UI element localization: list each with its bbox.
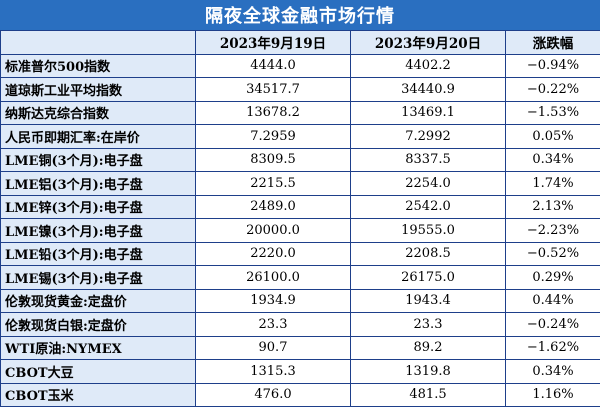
row-change: 1.74% [506, 172, 600, 196]
row-value-day1: 26100.0 [196, 266, 351, 290]
row-value-day2: 1943.4 [351, 289, 506, 313]
row-value-day1: 1315.3 [196, 360, 351, 384]
row-name: LME铜(3个月):电子盘 [1, 148, 196, 172]
row-change: 0.44% [506, 289, 600, 313]
row-change: 1.16% [506, 383, 600, 407]
row-change: −1.62% [506, 336, 600, 360]
row-value-day2: 13469.1 [351, 101, 506, 125]
row-name: LME铅(3个月):电子盘 [1, 242, 196, 266]
row-value-day2: 26175.0 [351, 266, 506, 290]
row-change: −0.22% [506, 78, 600, 102]
row-change: −0.24% [506, 313, 600, 337]
row-change: 0.29% [506, 266, 600, 290]
row-value-day1: 4444.0 [196, 54, 351, 78]
row-value-day1: 2215.5 [196, 172, 351, 196]
row-value-day1: 1934.9 [196, 289, 351, 313]
row-change: 2.13% [506, 195, 600, 219]
row-name: LME铝(3个月):电子盘 [1, 172, 196, 196]
row-value-day1: 2489.0 [196, 195, 351, 219]
header-name [1, 31, 196, 55]
row-value-day2: 89.2 [351, 336, 506, 360]
row-value-day2: 2542.0 [351, 195, 506, 219]
row-name: CBOT玉米 [1, 383, 196, 407]
row-value-day1: 2220.0 [196, 242, 351, 266]
row-value-day2: 19555.0 [351, 219, 506, 243]
row-value-day1: 34517.7 [196, 78, 351, 102]
row-change: −2.23% [506, 219, 600, 243]
row-name: 伦敦现货白银:定盘价 [1, 313, 196, 337]
header-row: 2023年9月19日 2023年9月20日 涨跌幅 [1, 31, 600, 55]
header-date-2: 2023年9月20日 [351, 31, 506, 55]
row-name: 人民币即期汇率:在岸价 [1, 125, 196, 149]
row-value-day2: 8337.5 [351, 148, 506, 172]
row-change: 0.34% [506, 148, 600, 172]
row-change: 0.34% [506, 360, 600, 384]
row-value-day1: 476.0 [196, 383, 351, 407]
row-value-day1: 90.7 [196, 336, 351, 360]
row-value-day2: 1319.8 [351, 360, 506, 384]
row-value-day2: 481.5 [351, 383, 506, 407]
row-value-day1: 20000.0 [196, 219, 351, 243]
row-value-day2: 7.2992 [351, 125, 506, 149]
row-value-day1: 8309.5 [196, 148, 351, 172]
header-date-1: 2023年9月19日 [196, 31, 351, 55]
row-name: LME镍(3个月):电子盘 [1, 219, 196, 243]
row-name: LME锡(3个月):电子盘 [1, 266, 196, 290]
header-change: 涨跌幅 [506, 31, 600, 55]
row-value-day2: 4402.2 [351, 54, 506, 78]
row-value-day1: 23.3 [196, 313, 351, 337]
row-change: 0.05% [506, 125, 600, 149]
page-title: 隔夜全球金融市场行情 [205, 2, 395, 28]
row-value-day2: 2208.5 [351, 242, 506, 266]
row-change: −0.94% [506, 54, 600, 78]
row-name: WTI原油:NYMEX [1, 336, 196, 360]
row-value-day2: 2254.0 [351, 172, 506, 196]
title-bar: 隔夜全球金融市场行情 [0, 0, 600, 30]
row-name: LME锌(3个月):电子盘 [1, 195, 196, 219]
row-name: 标准普尔500指数 [1, 54, 196, 78]
row-change: −0.52% [506, 242, 600, 266]
row-value-day1: 13678.2 [196, 101, 351, 125]
row-name: 道琼斯工业平均指数 [1, 78, 196, 102]
row-change: −1.53% [506, 101, 600, 125]
row-name: 伦敦现货黄金:定盘价 [1, 289, 196, 313]
row-value-day1: 7.2959 [196, 125, 351, 149]
row-name: 纳斯达克综合指数 [1, 101, 196, 125]
row-name: CBOT大豆 [1, 360, 196, 384]
row-value-day2: 34440.9 [351, 78, 506, 102]
row-value-day2: 23.3 [351, 313, 506, 337]
